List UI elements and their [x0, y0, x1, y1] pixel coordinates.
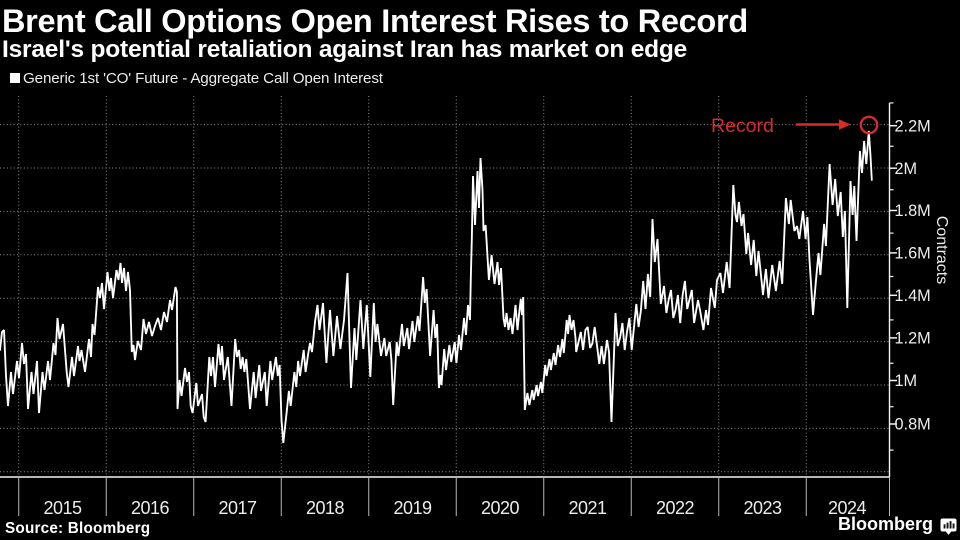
- svg-text:2022: 2022: [656, 498, 695, 518]
- svg-text:2016: 2016: [131, 498, 170, 518]
- svg-text:1.6M: 1.6M: [895, 245, 931, 263]
- svg-text:Contracts: Contracts: [933, 216, 950, 284]
- svg-text:2024: 2024: [828, 498, 867, 518]
- svg-text:1M: 1M: [895, 372, 918, 390]
- svg-text:2023: 2023: [743, 498, 782, 518]
- svg-text:2.2M: 2.2M: [895, 117, 931, 135]
- svg-text:2018: 2018: [306, 498, 345, 518]
- svg-text:0.8M: 0.8M: [895, 416, 931, 434]
- svg-text:1.4M: 1.4M: [895, 287, 931, 305]
- svg-text:2019: 2019: [393, 498, 432, 518]
- svg-text:Record: Record: [711, 115, 774, 137]
- svg-text:2020: 2020: [481, 498, 520, 518]
- svg-text:2M: 2M: [895, 160, 918, 178]
- svg-text:2017: 2017: [218, 498, 257, 518]
- svg-text:1.2M: 1.2M: [895, 330, 931, 348]
- svg-text:2021: 2021: [568, 498, 607, 518]
- svg-text:1.8M: 1.8M: [895, 202, 931, 220]
- svg-text:2015: 2015: [43, 498, 82, 518]
